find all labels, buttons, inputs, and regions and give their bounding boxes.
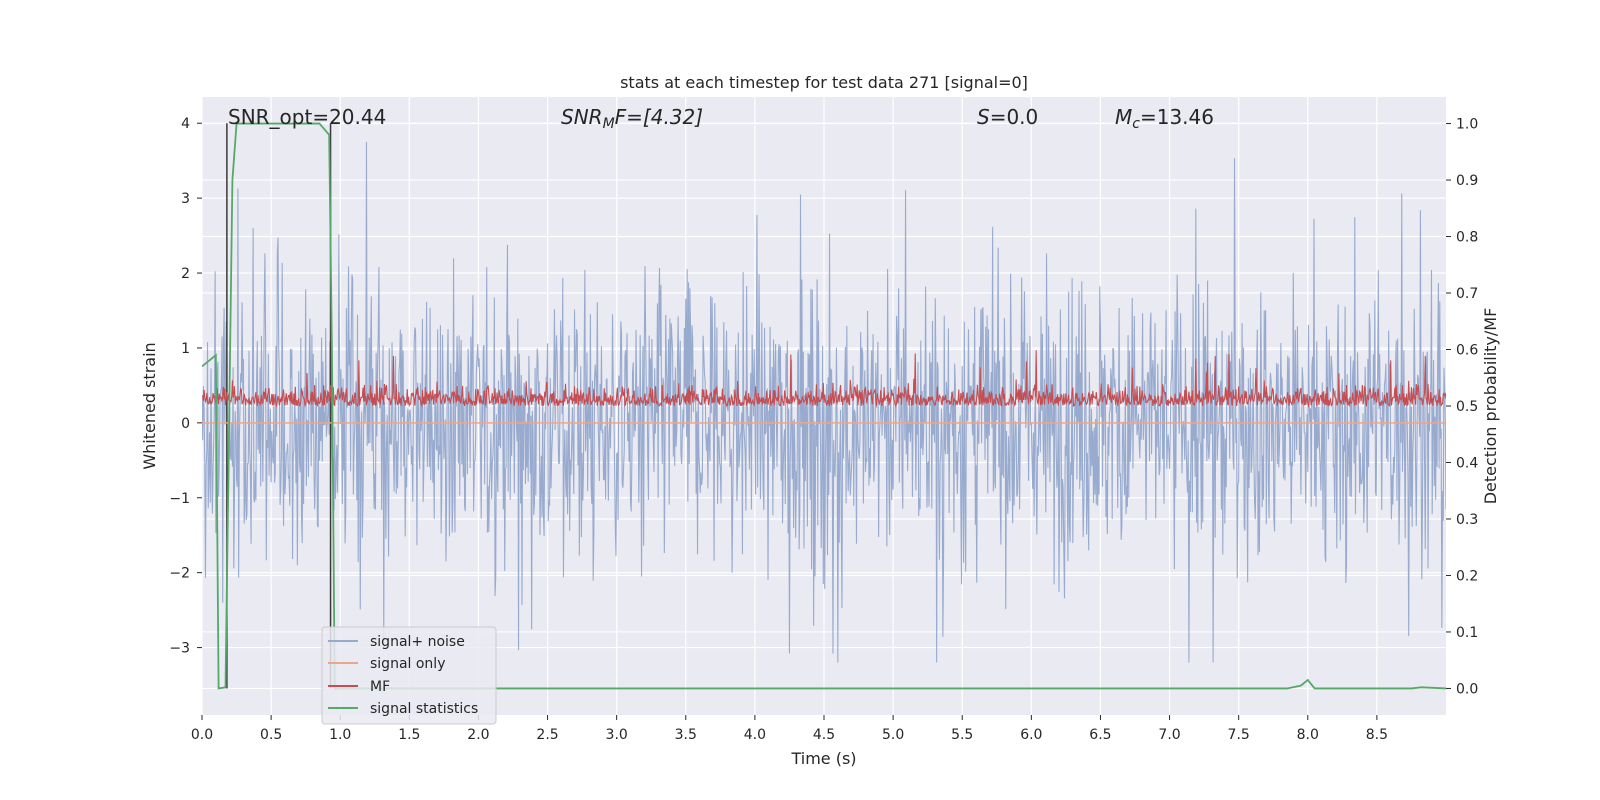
x-axis-label: Time (s) [790,749,856,768]
x-tick-label: 8.0 [1297,727,1319,743]
x-tick-label: 1.5 [398,727,420,743]
y2-tick-label: 0.0 [1456,681,1478,697]
x-tick-label: 4.0 [744,727,766,743]
x-tick-label: 3.5 [675,727,697,743]
y-tick-label: 0 [181,416,190,432]
x-tick-label: 2.0 [467,727,489,743]
y-tick-label: −1 [169,491,190,507]
y2-tick-label: 1.0 [1456,117,1478,133]
annotation-snr-mf: SNRMF=[4.32] [561,105,703,132]
legend-label-mf: MF [370,679,390,695]
y-tick-label: 3 [181,191,190,207]
y2-tick-label: 0.2 [1456,568,1478,584]
y-tick-label: −2 [169,566,190,582]
y-axis-label: Whitened strain [140,342,159,469]
legend-label-signal-noise: signal+ noise [370,634,465,650]
x-tick-label: 8.5 [1366,727,1388,743]
annotation-snr-opt: SNR_opt=20.44 [228,105,386,129]
x-tick-label: 6.0 [1020,727,1042,743]
x-tick-label: 1.0 [329,727,351,743]
x-axis-ticks: 0.0 0.5 1.0 1.5 2.0 2.5 3.0 3.5 4.0 4.5 5.0 5.5 6.0 6… [191,715,1388,743]
series-signal-noise [202,141,1446,663]
mf-trace [202,350,1446,408]
y2-tick-label: 0.4 [1456,455,1478,471]
legend-box [321,626,497,725]
noise-trace [202,141,1446,663]
y-axis-ticks: 4 3 2 1 0 −1 −2 −3 [169,116,202,657]
y2-tick-label: 0.8 [1456,230,1478,246]
annotation-s: S=0.0 [977,105,1038,129]
x-tick-label: 5.0 [882,727,904,743]
legend-label-signal-only: signal only [370,656,445,672]
chart-title: stats at each timestep for test data 271… [620,73,1028,92]
x-tick-label: 0.5 [260,727,282,743]
series-mf [202,350,1446,408]
y2-tick-label: 0.6 [1456,343,1478,359]
legend-label-signal-statistics: signal statistics [370,701,478,717]
x-tick-label: 4.5 [813,727,835,743]
x-tick-label: 7.0 [1158,727,1180,743]
x-tick-label: 7.5 [1228,727,1250,743]
x-tick-label: 2.5 [536,727,558,743]
x-tick-label: 3.0 [606,727,628,743]
y2-tick-label: 0.3 [1456,512,1478,528]
y2-axis-ticks: 1.0 0.9 0.8 0.7 0.6 0.5 0.4 0.3 0.2 0.1 0.0 [1446,117,1478,697]
y2-tick-label: 0.1 [1456,625,1478,641]
y2-tick-label: 0.5 [1456,399,1478,415]
y2-axis-label: Detection probability/MF [1481,308,1500,505]
x-tick-label: 6.5 [1089,727,1111,743]
y-tick-label: 2 [181,266,190,282]
legend: signal+ noise signal only MF signal stat… [321,626,497,725]
y2-tick-label: 0.7 [1456,286,1478,302]
annotation-mc: Mc=13.46 [1115,105,1214,132]
y2-tick-label: 0.9 [1456,173,1478,189]
y-tick-label: −3 [169,641,190,657]
y-tick-label: 4 [181,116,190,132]
x-tick-label: 5.5 [951,727,973,743]
x-tick-label: 0.0 [191,727,213,743]
y-tick-label: 1 [181,341,190,357]
